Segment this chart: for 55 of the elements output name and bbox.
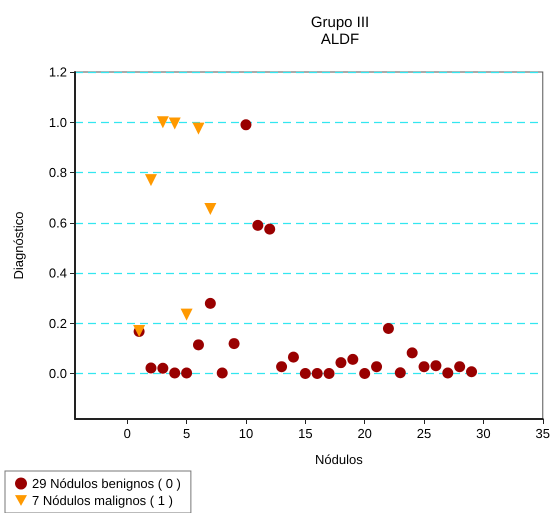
point — [157, 362, 168, 374]
x-tick-label: 0 — [124, 426, 131, 441]
point — [181, 367, 192, 378]
point — [145, 362, 156, 374]
chart-title: Grupo III — [310, 14, 370, 31]
point — [264, 224, 276, 235]
point — [192, 339, 204, 350]
point — [394, 367, 406, 378]
chart-subtitle: ALDF — [320, 31, 360, 48]
y-tick-label: 0.2 — [48, 316, 67, 331]
point — [359, 368, 370, 379]
point — [204, 203, 216, 216]
point — [180, 308, 193, 321]
point — [156, 116, 169, 128]
x-tick-label: 25 — [416, 426, 432, 441]
point — [192, 122, 204, 135]
x-tick-label: 30 — [476, 426, 491, 441]
point — [430, 360, 442, 372]
point — [442, 367, 454, 378]
x-tick-label: 20 — [357, 426, 372, 441]
point — [406, 347, 418, 358]
point — [300, 368, 311, 379]
point — [312, 368, 323, 379]
y-tick-label: 1.2 — [48, 64, 67, 80]
point — [144, 174, 157, 186]
point — [168, 118, 181, 130]
point — [240, 119, 252, 130]
y-tick-label: 0.0 — [48, 366, 67, 382]
y-tick-label: 0.4 — [48, 266, 67, 281]
point — [466, 366, 478, 378]
point — [347, 354, 358, 365]
point — [418, 361, 430, 372]
point — [228, 338, 240, 350]
point — [288, 352, 299, 363]
point — [371, 361, 382, 372]
y-axis-title: Diagnóstico — [11, 212, 26, 280]
y-tick-label: 1.0 — [48, 114, 67, 130]
x-tick-label: 5 — [182, 426, 190, 441]
legend-label: 7 Nódulos malignos ( 1 ) — [32, 493, 173, 508]
point — [276, 361, 288, 372]
point — [335, 357, 346, 368]
point — [454, 361, 466, 372]
point — [382, 322, 394, 334]
point — [324, 368, 335, 379]
y-tick-label: 0.8 — [48, 165, 67, 180]
x-axis-title: Nódulos — [315, 452, 364, 467]
point — [252, 220, 264, 231]
x-tick-label: 35 — [536, 426, 550, 441]
point — [169, 367, 180, 378]
x-tick-label: 15 — [298, 426, 313, 441]
point — [204, 298, 216, 309]
legend-label: 29 Nódulos benignos ( 0 ) — [32, 476, 181, 491]
point — [216, 367, 228, 378]
y-tick-label: 0.6 — [48, 215, 67, 230]
x-tick-label: 10 — [238, 426, 254, 441]
